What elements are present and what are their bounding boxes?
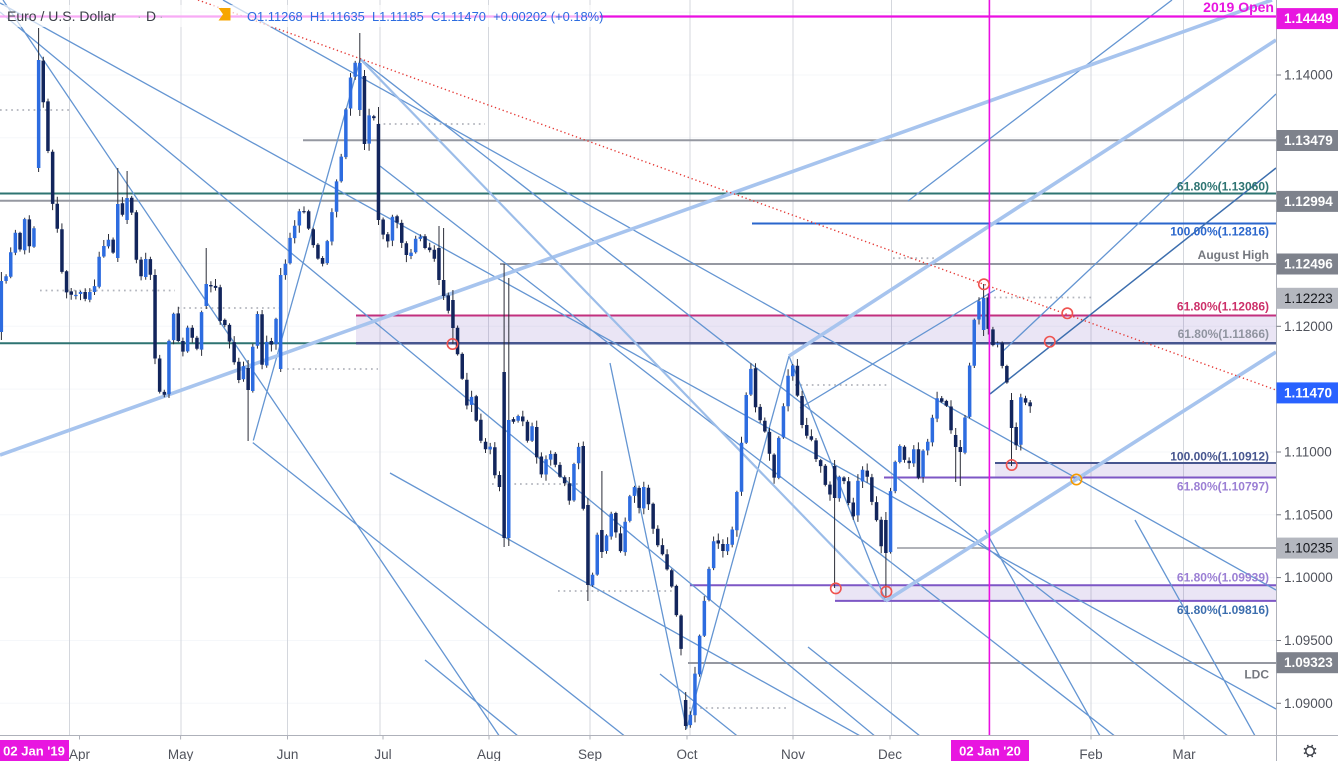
svg-text:1.11000: 1.11000	[1284, 445, 1332, 460]
svg-text:LDC: LDC	[1244, 668, 1269, 682]
svg-text:Euro / U.S. Dollar: Euro / U.S. Dollar	[7, 8, 116, 24]
svg-text:100.00%(1.10912): 100.00%(1.10912)	[1170, 450, 1269, 464]
svg-text:1.09500: 1.09500	[1284, 633, 1333, 648]
svg-text:May: May	[168, 747, 194, 761]
svg-text:1.09000: 1.09000	[1284, 696, 1333, 711]
svg-text:2019 Open: 2019 Open	[1203, 0, 1274, 15]
svg-text:Oct: Oct	[676, 747, 697, 761]
svg-text:1.10235: 1.10235	[1284, 541, 1333, 556]
svg-text:1.14000: 1.14000	[1284, 68, 1333, 83]
svg-text:1.12000: 1.12000	[1284, 319, 1333, 334]
svg-text:61.80%(1.09816): 61.80%(1.09816)	[1177, 603, 1269, 617]
svg-text:1.09323: 1.09323	[1284, 655, 1333, 670]
svg-text:Jul: Jul	[374, 747, 391, 761]
svg-text:·: ·	[159, 8, 164, 24]
svg-text:100.00%(1.12816): 100.00%(1.12816)	[1170, 225, 1269, 239]
svg-text:61.80%(1.10797): 61.80%(1.10797)	[1177, 480, 1269, 494]
svg-text:1.12994: 1.12994	[1284, 194, 1333, 209]
svg-text:Sep: Sep	[578, 747, 602, 761]
svg-text:Feb: Feb	[1079, 747, 1102, 761]
svg-text:02 Jan '19: 02 Jan '19	[3, 744, 65, 759]
svg-text:61.80%(1.13060): 61.80%(1.13060)	[1177, 180, 1269, 194]
svg-text:1.12223: 1.12223	[1284, 291, 1333, 306]
svg-text:Nov: Nov	[781, 747, 805, 761]
svg-text:1.14449: 1.14449	[1284, 11, 1333, 26]
svg-text:61.80%(1.09939): 61.80%(1.09939)	[1177, 571, 1269, 585]
svg-text:61.80%(1.12086): 61.80%(1.12086)	[1177, 300, 1269, 314]
svg-text:1.13479: 1.13479	[1284, 133, 1333, 148]
svg-text:Aug: Aug	[477, 747, 501, 761]
svg-text:D: D	[146, 8, 156, 24]
svg-text:·: ·	[137, 8, 142, 24]
svg-text:Jun: Jun	[277, 747, 299, 761]
svg-text:Apr: Apr	[69, 747, 91, 761]
svg-text:1.11470: 1.11470	[1284, 385, 1332, 400]
svg-text:O1.11268 H1.11635 L1.11185: O1.11268 H1.11635 L1.11185 C1.11470 +0.0…	[247, 9, 603, 24]
svg-text:02 Jan '20: 02 Jan '20	[959, 744, 1021, 759]
svg-text:61.80%(1.11866): 61.80%(1.11866)	[1178, 327, 1269, 341]
svg-text:Dec: Dec	[878, 747, 902, 761]
svg-text:Mar: Mar	[1172, 747, 1196, 761]
svg-text:1.10000: 1.10000	[1284, 570, 1333, 585]
svg-text:August High: August High	[1198, 248, 1269, 262]
svg-text:1.10500: 1.10500	[1284, 507, 1333, 522]
svg-text:1.12496: 1.12496	[1284, 257, 1333, 272]
